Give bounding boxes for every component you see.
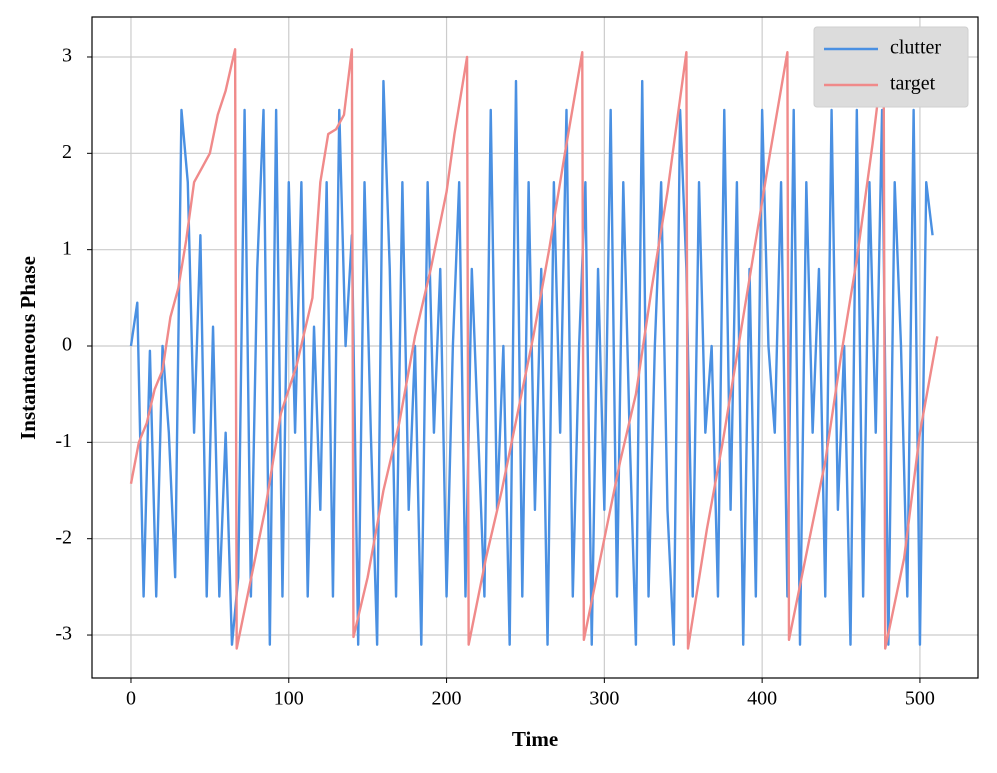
x-tick-label: 300 [589, 688, 619, 710]
series-line [129, 48, 939, 650]
legend: clutter target [813, 26, 969, 108]
y-tick-label: -3 [55, 623, 72, 645]
x-tick-label: 0 [126, 688, 136, 710]
x-tick-label: 400 [747, 688, 777, 710]
x-axis-label: Time [512, 727, 558, 751]
x-tick-label: 500 [905, 688, 935, 710]
x-tick-label: 200 [432, 688, 462, 710]
legend-box [813, 26, 969, 108]
y-tick-label: 0 [62, 334, 72, 356]
y-tick-label: -2 [55, 526, 72, 548]
y-tick-label: -1 [55, 430, 72, 452]
legend-label: target [890, 73, 936, 95]
y-tick-label: 2 [62, 141, 72, 163]
y-tick-label: 3 [62, 45, 72, 67]
y-axis-label: Instantaneous Phase [16, 256, 40, 440]
x-tick-label: 100 [274, 688, 304, 710]
legend-label: clutter [890, 37, 941, 59]
plot-frame [91, 16, 979, 679]
y-tick-label: 1 [62, 237, 72, 259]
series-line [129, 79, 934, 646]
